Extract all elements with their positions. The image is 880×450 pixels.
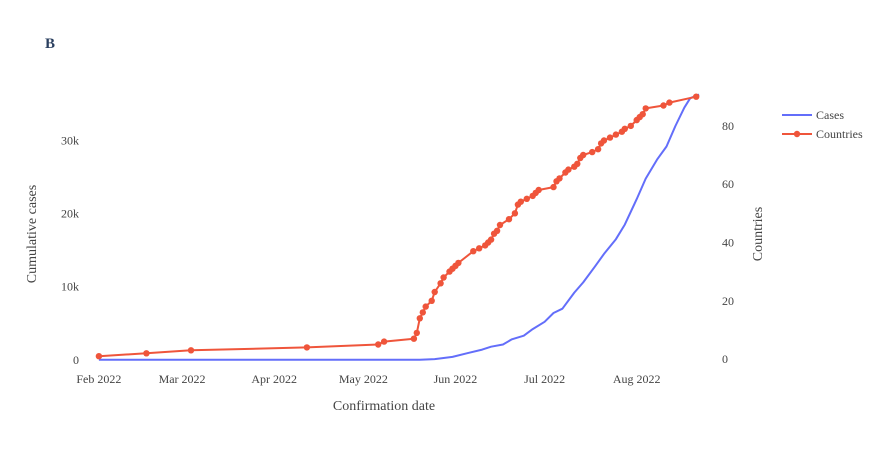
countries-point xyxy=(505,216,513,223)
countries-point xyxy=(476,245,483,252)
y-right-tick-label: 60 xyxy=(722,177,734,191)
countries-point xyxy=(187,347,195,354)
countries-point xyxy=(428,297,435,304)
y-right-tick-label: 0 xyxy=(722,352,728,366)
countries-point xyxy=(580,151,587,159)
y-right-tick-label: 20 xyxy=(722,294,734,308)
legend-countries-label: Countries xyxy=(816,127,863,141)
x-tick-label: Jun 2022 xyxy=(434,372,478,386)
y-left-tick-label: 20k xyxy=(61,207,79,221)
panel-label: B xyxy=(45,36,56,52)
countries-point xyxy=(487,236,495,243)
countries-point xyxy=(574,160,581,167)
x-tick-label: Mar 2022 xyxy=(159,372,206,386)
y-left-tick-label: 10k xyxy=(61,280,79,294)
x-tick-label: Aug 2022 xyxy=(613,372,661,386)
countries-point xyxy=(143,350,150,357)
countries-point xyxy=(95,353,103,360)
countries-point xyxy=(660,102,667,109)
legend-cases-label: Cases xyxy=(816,108,844,122)
countries-point xyxy=(666,99,673,106)
x-tick-label: Jul 2022 xyxy=(524,372,565,386)
y-right-axis-title: Countries xyxy=(751,207,766,261)
countries-point xyxy=(470,248,477,255)
countries-point xyxy=(627,122,634,130)
countries-point xyxy=(517,198,524,205)
countries-point xyxy=(511,210,519,217)
countries-point xyxy=(523,195,530,202)
countries-point xyxy=(455,259,462,267)
countries-point xyxy=(437,280,444,287)
countries-point xyxy=(431,288,438,296)
countries-point xyxy=(380,338,388,345)
countries-point xyxy=(621,125,628,132)
y-right-tick-label: 40 xyxy=(722,235,734,249)
y-right-tick-label: 80 xyxy=(722,119,734,133)
countries-point xyxy=(693,93,700,100)
countries-point xyxy=(493,227,501,234)
countries-point xyxy=(419,309,426,316)
countries-point xyxy=(556,175,563,182)
y-left-tick-label: 0 xyxy=(73,353,79,367)
countries-point xyxy=(303,344,311,351)
x-tick-label: May 2022 xyxy=(339,372,388,386)
x-tick-label: Apr 2022 xyxy=(251,372,297,386)
countries-point xyxy=(594,146,602,153)
countries-point xyxy=(589,148,596,156)
x-tick-label: Feb 2022 xyxy=(76,372,121,386)
countries-point xyxy=(606,134,614,141)
countries-point xyxy=(612,131,620,138)
legend-countries-marker xyxy=(793,130,801,138)
countries-point xyxy=(416,315,423,322)
countries-point xyxy=(410,335,418,342)
countries-point xyxy=(375,341,382,348)
countries-point xyxy=(550,183,557,191)
countries-series-line xyxy=(98,95,697,358)
countries-point xyxy=(422,303,429,310)
countries-point xyxy=(639,111,646,118)
countries-point xyxy=(600,137,608,144)
countries-point xyxy=(535,186,542,194)
x-axis-title: Confirmation date xyxy=(333,399,435,414)
countries-point xyxy=(440,274,447,281)
countries-point xyxy=(413,329,420,337)
cases-series-line xyxy=(98,93,700,361)
y-left-axis-title: Cumulative cases xyxy=(25,185,40,283)
countries-point xyxy=(496,221,504,229)
countries-point xyxy=(642,105,649,112)
y-left-tick-label: 30k xyxy=(61,134,79,148)
countries-point xyxy=(565,166,572,173)
